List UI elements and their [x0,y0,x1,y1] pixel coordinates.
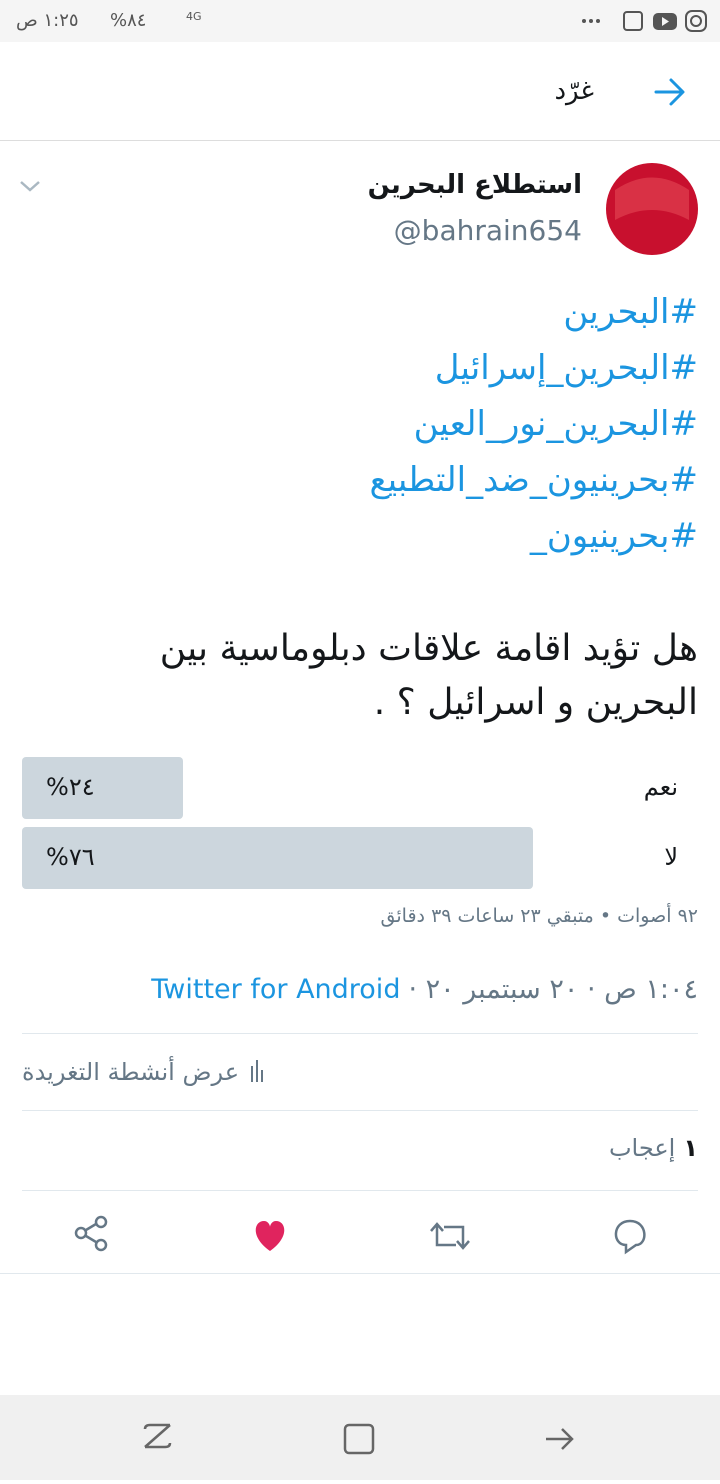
poll-bar [22,757,184,819]
network: 4G [186,10,202,23]
hashtag[interactable]: #البحرين_نور_العين [413,404,698,444]
reply-button[interactable] [614,1219,646,1255]
hashtags: #البحرين #البحرين_إسرائيل #البحرين_نور_الع… [370,284,698,564]
author-name[interactable]: استطلاع البحرين [367,170,582,200]
poll-meta: ٩٢ أصوات • متبقي ٢٣ ساعات ٣٩ دقائق [380,905,698,927]
question: هل تؤيد اقامة علاقات دبلوماسية بين البحري… [160,622,698,730]
hashtag[interactable]: #بحرينيون_ [529,516,698,556]
home-button[interactable] [343,1423,375,1455]
like-button[interactable] [255,1221,285,1251]
divider [22,1190,698,1191]
source[interactable]: Twitter for Android [151,974,401,1005]
status-bar: ١:٢٥ ص %٨٤ 4G [0,0,720,42]
activity-icon [251,1060,264,1082]
likes-count: ١ [683,1134,698,1162]
menu-chevron[interactable] [18,176,42,196]
likes[interactable]: ١ إعجاب [609,1134,698,1162]
activity-link[interactable]: عرض أنشطة التغريدة [22,1058,265,1086]
action-bar [74,1215,646,1255]
status-time: ١:٢٥ ص [16,10,79,31]
likes-label: إعجاب [608,1134,676,1162]
timestamp: ١:٠٤ ص · ٢٠ سبتمبر ٢٠ · [408,974,698,1005]
poll-option: لا [664,843,678,871]
tweet-timestamp-row: ١:٠٤ ص · ٢٠ سبتمبر ٢٠ · Twitter for Andr… [151,974,698,1005]
retweet-button[interactable] [430,1222,470,1250]
recent-apps-button[interactable] [143,1423,172,1449]
hashtag[interactable]: #البحرين [563,292,698,332]
question-line: البحرين و اسرائيل ؟ . [373,682,698,723]
battery: %٨٤ [110,10,147,31]
poll-bar [22,827,533,889]
status-icons [582,10,707,32]
poll-option: نعم [643,773,678,801]
header: غرّد [0,42,720,141]
author-handle[interactable]: @bahrain654 [393,214,582,247]
divider [0,1273,720,1274]
poll-percent: %٧٦ [46,843,95,871]
activity-text: عرض أنشطة التغريدة [22,1058,240,1086]
back-nav-button[interactable] [546,1428,574,1450]
back-button[interactable] [650,72,690,112]
divider [22,1110,698,1111]
poll-percent: %٢٤ [46,773,95,801]
navigation-bar [0,1395,720,1480]
question-line: هل تؤيد اقامة علاقات دبلوماسية بين [159,628,698,669]
hashtag[interactable]: #البحرين_إسرائيل [434,348,698,388]
share-button[interactable] [74,1215,108,1252]
hashtag[interactable]: #بحرينيون_ضد_التطبيع [369,460,698,500]
divider [22,1033,698,1034]
avatar[interactable] [605,160,699,258]
nav-icons [143,1423,574,1455]
header-title: غرّد [554,76,594,106]
